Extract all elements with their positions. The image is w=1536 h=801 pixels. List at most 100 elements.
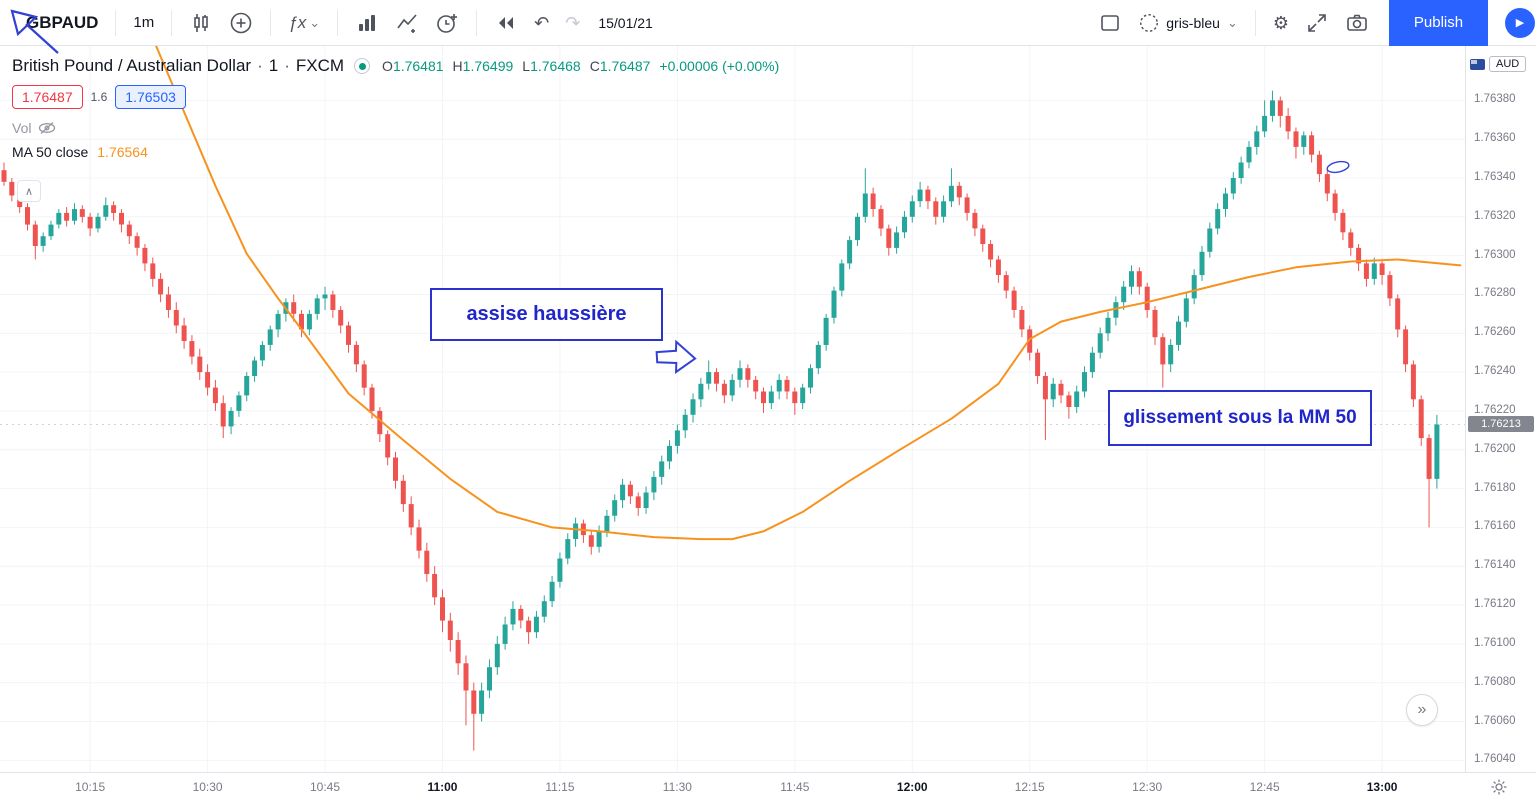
undo-icon: ↶ — [534, 12, 550, 33]
time-axis-label: 11:00 — [427, 780, 458, 794]
scroll-to-latest-button[interactable]: » — [1406, 694, 1438, 726]
ellipse-drawing[interactable] — [1324, 158, 1352, 176]
candlestick-chart[interactable] — [0, 46, 1465, 772]
chart-type-candles-button[interactable] — [181, 4, 221, 42]
columns-chart-icon — [359, 14, 376, 31]
toolbar-separator — [476, 9, 478, 36]
camera-icon — [1347, 14, 1367, 31]
play-button[interactable]: ▶ — [1505, 7, 1535, 38]
symbol-button[interactable]: GBPAUD — [26, 12, 99, 32]
create-alert-button[interactable] — [427, 4, 467, 42]
ohlc-low-label: L — [522, 58, 531, 74]
price-axis-label: 1.76140 — [1474, 559, 1516, 572]
ohlc-values: O1.76481 H1.76499 L1.76468 C1.76487 +0.0… — [382, 58, 779, 74]
chart-settings-button[interactable]: ⚙ — [1265, 4, 1297, 42]
chevron-down-icon: ⌄ — [309, 14, 321, 30]
price-axis-label: 1.76100 — [1474, 636, 1516, 649]
ohlc-high-value: 1.76499 — [462, 58, 514, 74]
legend-interval: 1 — [268, 56, 279, 75]
chart-area[interactable]: British Pound / Australian Dollar · 1 · … — [0, 46, 1465, 772]
toolbar-right-group: gris-bleu ⌄ ⚙ Publish ▶ — [1090, 0, 1536, 46]
price-axis-label: 1.76060 — [1474, 714, 1516, 727]
time-axis-label: 12:30 — [1132, 780, 1163, 794]
time-axis-label: 11:30 — [662, 780, 692, 794]
price-axis-label: 1.76300 — [1474, 248, 1516, 261]
price-axis-label: 1.76260 — [1474, 326, 1516, 339]
corner-arrow-drawing[interactable] — [4, 4, 64, 58]
currency-label[interactable]: AUD — [1489, 56, 1527, 72]
forecast-pattern-button[interactable] — [387, 4, 427, 42]
snapshot-button[interactable] — [1337, 4, 1377, 42]
last-price-tag: 1.76213 — [1468, 415, 1534, 432]
ma50-label[interactable]: MA 50 close — [12, 144, 89, 160]
rewind-icon — [499, 16, 514, 29]
legend: British Pound / Australian Dollar · 1 · … — [12, 56, 779, 160]
time-axis[interactable]: 10:15 10:30 10:45 11:00 11:15 11:30 11:45 12:00… — [0, 772, 1536, 801]
time-axis-label: 11:45 — [780, 780, 810, 794]
ohlc-low-value: 1.76468 — [530, 58, 581, 74]
toolbar-separator — [337, 9, 339, 36]
fx-icon: ƒx — [288, 12, 307, 32]
annotation-glissement-mm50[interactable]: glissement sous la MM 50 — [1108, 390, 1372, 446]
ohlc-open-value: 1.76481 — [392, 58, 444, 74]
cloud-layout-icon — [1140, 13, 1159, 32]
price-axis-label: 1.76040 — [1474, 753, 1516, 766]
top-toolbar: GBPAUD 1m ƒx ⌄ — [0, 0, 1536, 46]
price-axis-label: 1.76340 — [1474, 171, 1516, 183]
layout-name-label: gris-bleu — [1166, 14, 1220, 31]
separator-dot: · — [257, 56, 263, 75]
play-icon: ▶ — [1515, 17, 1525, 29]
time-axis-label: 10:30 — [192, 780, 223, 794]
saved-layout-button[interactable]: gris-bleu ⌄ — [1130, 4, 1246, 42]
bar-replay-button[interactable] — [486, 4, 526, 42]
gear-icon: ⚙ — [1272, 12, 1289, 33]
alert-clock-icon — [437, 13, 458, 33]
fullscreen-button[interactable] — [1297, 4, 1337, 42]
right-arrow-drawing[interactable] — [653, 338, 701, 380]
toolbar-separator — [270, 9, 272, 36]
interval-button[interactable]: 1m — [133, 14, 155, 31]
legend-exchange: FXCM — [295, 56, 345, 75]
chart-pane: British Pound / Australian Dollar · 1 · … — [0, 46, 1536, 772]
ohlc-close-label: C — [589, 58, 600, 74]
price-axis-label: 1.76220 — [1474, 403, 1516, 416]
price-axis[interactable]: AUD 1.76213 1.76380 1.76360 1.76340 1.76320… — [1465, 46, 1536, 772]
price-axis-label: 1.76240 — [1474, 365, 1516, 378]
price-axis-label: 1.76080 — [1474, 675, 1516, 688]
toolbar-separator — [115, 9, 117, 36]
toolbar-separator — [1254, 9, 1256, 36]
layout-select-button[interactable] — [1090, 4, 1130, 42]
volume-label: Vol — [12, 120, 32, 136]
redo-button[interactable]: ↷ — [557, 4, 588, 42]
time-axis-label: 12:15 — [1014, 780, 1045, 794]
time-axis-settings-icon[interactable] — [1491, 779, 1507, 795]
time-axis-label: 11:15 — [545, 780, 575, 794]
sell-bid-button[interactable]: 1.76487 — [12, 85, 83, 109]
ohlc-change-value: +0.00006 (+0.00%) — [659, 58, 780, 74]
ohlc-open-label: O — [382, 58, 393, 74]
eye-off-icon[interactable] — [38, 121, 56, 135]
publish-button[interactable]: Publish — [1389, 0, 1488, 46]
price-axis-label: 1.76320 — [1474, 209, 1516, 222]
plus-circle-icon — [230, 12, 252, 33]
indicator-templates-button[interactable] — [347, 4, 387, 42]
annotation-assise-haussiere[interactable]: assise haussière — [430, 288, 663, 341]
price-axis-label: 1.76280 — [1474, 287, 1516, 300]
ma50-value: 1.76564 — [97, 144, 148, 160]
aud-flag-icon — [1470, 58, 1485, 70]
price-axis-label: 1.76180 — [1474, 481, 1516, 494]
time-axis-label: 12:45 — [1249, 780, 1280, 794]
legend-collapse-button[interactable]: ∧ — [17, 180, 41, 202]
undo-button[interactable]: ↶ — [526, 4, 557, 42]
redo-icon: ↷ — [565, 12, 581, 33]
market-status-icon[interactable] — [354, 58, 371, 74]
compare-add-button[interactable] — [221, 4, 261, 42]
zigzag-line-icon — [397, 13, 417, 33]
candles-icon — [194, 13, 209, 32]
indicators-button[interactable]: ƒx ⌄ — [280, 4, 328, 42]
buy-ask-button[interactable]: 1.76503 — [115, 85, 186, 109]
go-to-date-button[interactable]: 15/01/21 — [598, 14, 653, 31]
symbol-title[interactable]: British Pound / Australian Dollar — [12, 56, 252, 75]
spread-value: 1.6 — [90, 90, 108, 104]
